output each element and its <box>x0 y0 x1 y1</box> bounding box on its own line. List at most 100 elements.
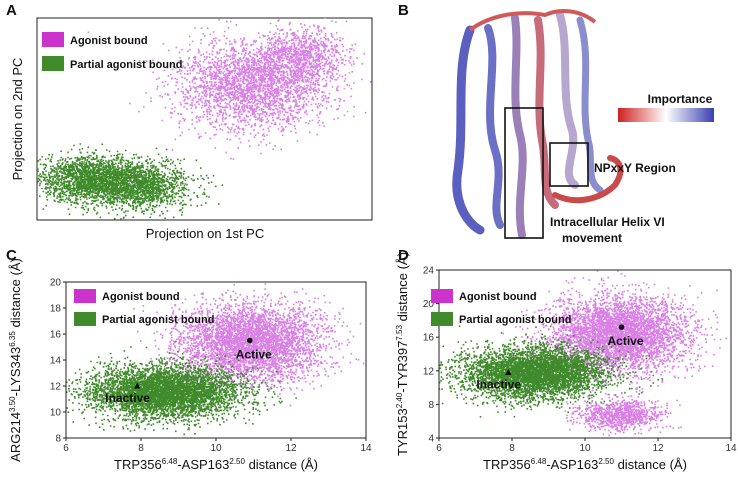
chart-d: 6 8 10 12 14 4 8 12 16 20 24 Agonist bound Partial… <box>395 252 737 472</box>
panel-label-d: D <box>398 247 409 264</box>
legend-c-partial-swatch <box>74 312 96 326</box>
chart-d-annotations: Active Inactive <box>476 324 644 391</box>
chart-c-xlabel-1: TRP356 <box>114 457 162 472</box>
legend-a-partial-swatch <box>42 56 64 71</box>
chart-c-xlabel-3: -ASP163 <box>177 457 229 472</box>
helix-1 <box>452 25 485 235</box>
legend-a-agonist-label: Agonist bound <box>70 35 148 47</box>
chart-c-xtick-label-2: 10 <box>210 443 222 454</box>
chart-c-xtick-label-0: 6 <box>63 443 69 454</box>
protein-structure: Importance NPxxY Region Intracellular He… <box>452 8 714 245</box>
chart-c-ylabel-4: 6.35 <box>8 331 17 347</box>
chart-d-ylabel-5: distance (Å) <box>395 252 410 325</box>
legend-d-agonist-label: Agonist bound <box>459 291 537 303</box>
chart-d-ytick-label-5: 24 <box>423 266 435 277</box>
importance-label: Importance <box>648 92 713 106</box>
chart-a: Agonist bound Partial agonist bound Proj… <box>10 17 373 241</box>
chart-a-agonist-cloud-upper <box>230 18 365 98</box>
panel-label-a: A <box>6 2 17 19</box>
chart-c-ylabel-3: -LYS343 <box>8 347 23 397</box>
chart-a-points <box>37 18 372 220</box>
legend-d-partial-label: Partial agonist bound <box>459 314 571 326</box>
chart-c-xlabel: TRP3566.48-ASP1632.50 distance (Å) <box>114 457 318 472</box>
chart-c-ylabel-1: ARG214 <box>8 412 23 462</box>
chart-d-xlabel-2: 6.48 <box>531 457 547 466</box>
chart-c-xtick-label-4: 14 <box>360 443 372 454</box>
chart-d-ylabel-2: 2.40 <box>395 392 404 408</box>
legend-d-agonist-swatch <box>431 289 453 303</box>
chart-c-xlabel-4: 2.50 <box>229 457 245 466</box>
chart-d-points <box>439 270 727 437</box>
chart-d-xlabel: TRP3566.48-ASP1632.50 distance (Å) <box>483 457 687 472</box>
chart-d-xtick-label-2: 10 <box>579 443 591 454</box>
extracellular-loops <box>468 8 597 32</box>
panel-label-b: B <box>398 2 409 19</box>
chart-d-ylabel-1: TYR153 <box>395 408 410 456</box>
legend-c-agonist-swatch <box>74 289 96 303</box>
importance-colorbar <box>618 108 714 122</box>
helix-4 <box>556 11 579 189</box>
chart-c-ylabel-2: 3.50 <box>8 396 17 412</box>
npxxy-box <box>549 142 589 187</box>
chart-c-active-marker <box>246 337 253 344</box>
helix-7 <box>534 16 559 209</box>
chart-c-xlabel-2: 6.48 <box>162 457 178 466</box>
helix-vi-box <box>504 107 544 239</box>
chart-d-ytick-label-2: 12 <box>423 366 435 377</box>
chart-d-ytick-label-4: 20 <box>423 299 435 310</box>
chart-d-xtick-label-3: 12 <box>652 443 664 454</box>
chart-c-series-1 <box>66 340 297 436</box>
legend-c-partial-label: Partial agonist bound <box>102 314 214 326</box>
legend-c-agonist-label: Agonist bound <box>102 291 180 303</box>
chart-d-xlabel-3: -ASP163 <box>546 457 598 472</box>
chart-c-ytick-label-3: 14 <box>50 356 62 367</box>
chart-c-ytick-label-1: 10 <box>50 408 62 419</box>
chart-d-ylabel-4: 7.53 <box>395 325 404 341</box>
npxxy-label: NPxxY Region <box>594 161 676 175</box>
chart-d-xtick-label-1: 8 <box>509 443 515 454</box>
chart-d-ticks: 6 8 10 12 14 4 8 12 16 20 24 <box>423 266 737 455</box>
legend-a-agonist-swatch <box>42 32 64 47</box>
chart-c-ytick-label-2: 12 <box>50 382 62 393</box>
chart-a-xlabel: Projection on 1st PC <box>146 226 265 241</box>
chart-c-ylabel: ARG2143.50-LYS3436.35 distance (Å) <box>8 258 23 462</box>
chart-c-inactive-marker <box>134 382 141 389</box>
chart-c-ytick-label-6: 20 <box>50 278 62 289</box>
chart-d-series-0-lobe <box>564 386 682 437</box>
chart-d-active-marker <box>618 324 625 330</box>
helix-2 <box>484 24 504 229</box>
chart-c-ylabel-5: distance (Å) <box>8 258 23 331</box>
chart-c-xtick-label-1: 8 <box>138 443 144 454</box>
chart-d-xlabel-1: TRP356 <box>483 457 531 472</box>
helix-5 <box>576 16 604 194</box>
chart-d-inactive-label: Inactive <box>476 377 521 391</box>
chart-a-ylabel: Projection on 2nd PC <box>10 58 25 181</box>
chart-c-ytick-label-4: 16 <box>50 330 62 341</box>
chart-d-xtick-label-0: 6 <box>436 443 442 454</box>
chart-c-xtick-label-3: 12 <box>285 443 297 454</box>
chart-d-ylabel: TYR1532.40-TYR3977.53 distance (Å) <box>395 252 410 456</box>
chart-d-series-0 <box>498 270 727 396</box>
helix-6 <box>511 14 527 239</box>
chart-a-agonist-cloud <box>87 19 372 160</box>
helix-8 <box>552 155 624 204</box>
chart-d-inactive-marker <box>505 368 512 375</box>
chart-d-series-1 <box>439 325 664 418</box>
chart-d-active-label: Active <box>608 334 644 348</box>
chart-d-ylabel-3: -TYR397 <box>395 341 410 393</box>
chart-d-xlabel-4: 2.50 <box>598 457 614 466</box>
legend-a-partial-label: Partial agonist bound <box>70 59 182 71</box>
helix-vi-label-2: movement <box>562 231 622 245</box>
chart-d-xlabel-5: distance (Å) <box>614 457 687 472</box>
chart-d-ytick-label-1: 8 <box>428 400 434 411</box>
panel-label-c: C <box>6 247 17 264</box>
chart-d-ytick-label-0: 4 <box>428 434 434 445</box>
chart-c-inactive-label: Inactive <box>105 391 150 405</box>
chart-c-points <box>66 282 365 436</box>
chart-c-ytick-label-0: 8 <box>55 434 61 445</box>
chart-c-ytick-label-5: 18 <box>50 304 62 315</box>
chart-c-series-0 <box>133 282 365 407</box>
chart-d-xtick-label-4: 14 <box>725 443 737 454</box>
